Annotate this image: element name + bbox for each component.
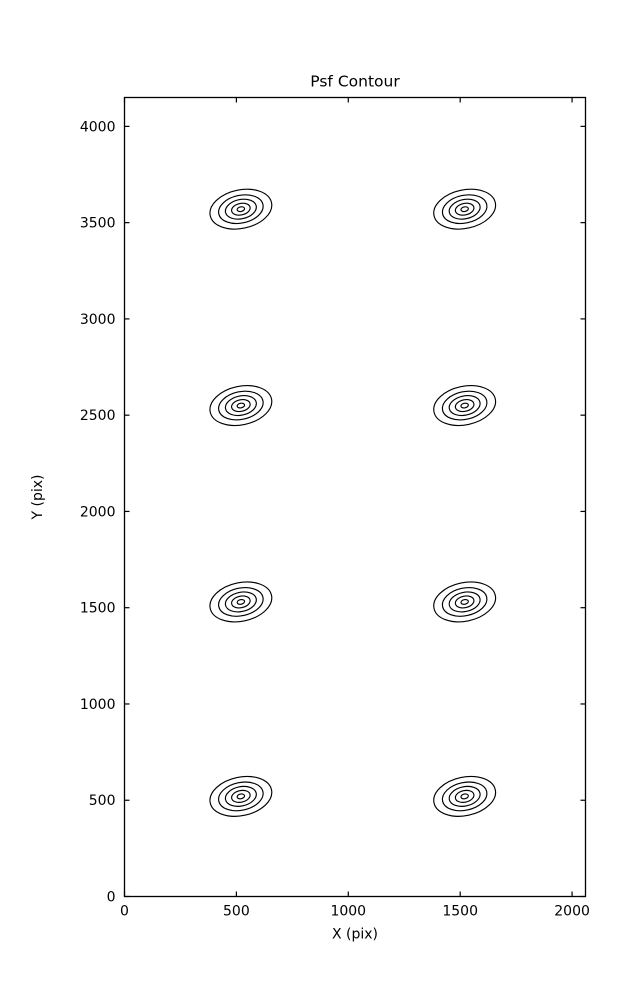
psf-contour-level xyxy=(448,395,481,417)
psf-contour-level xyxy=(441,781,488,812)
psf-contour-level xyxy=(209,775,273,817)
x-tick-label: 1000 xyxy=(330,904,366,920)
y-tick-label: 500 xyxy=(89,793,116,809)
psf-blob xyxy=(209,385,273,427)
y-tick-label: 2500 xyxy=(80,408,116,424)
psf-contour-level xyxy=(460,402,469,409)
y-tick-label: 0 xyxy=(107,890,116,906)
psf-blob xyxy=(209,775,273,817)
x-tick-label: 1500 xyxy=(442,904,478,920)
psf-blob xyxy=(433,775,497,817)
psf-contour-group xyxy=(209,188,497,817)
psf-blob xyxy=(209,581,273,623)
psf-contour-level xyxy=(460,793,469,800)
x-tick-label: 0 xyxy=(120,904,129,920)
psf-contour-level xyxy=(460,598,469,605)
psf-contour-level xyxy=(224,591,257,613)
psf-contour-level xyxy=(433,188,497,230)
psf-contour-level xyxy=(441,390,488,421)
psf-blob xyxy=(433,581,497,623)
psf-contour-level xyxy=(218,194,264,225)
psf-contour-level xyxy=(236,598,246,605)
psf-blob xyxy=(209,188,273,230)
y-axis-label: Y (pix) xyxy=(30,475,46,521)
psf-contour-level xyxy=(209,581,273,623)
psf-contour-level xyxy=(231,789,251,803)
psf-contour-level xyxy=(454,398,475,413)
psf-contour-level xyxy=(218,390,264,421)
psf-contour-level xyxy=(448,785,481,807)
psf-blob xyxy=(433,385,497,427)
psf-contour-level xyxy=(231,595,251,609)
psf-contour-level xyxy=(224,395,257,417)
psf-contour-level xyxy=(441,194,488,225)
psf-contour-level xyxy=(433,775,497,817)
psf-contour-level xyxy=(224,785,257,807)
psf-contour-level xyxy=(448,591,481,613)
psf-contour-level xyxy=(231,202,251,216)
psf-contour-level xyxy=(448,198,481,220)
psf-contour-level xyxy=(236,402,246,409)
psf-contour-level xyxy=(454,789,475,803)
chart-title: Psf Contour xyxy=(310,73,400,91)
psf-contour-level xyxy=(236,793,246,800)
psf-contour-level xyxy=(231,398,251,413)
psf-contour-level xyxy=(433,581,497,623)
y-tick-label: 4000 xyxy=(80,119,116,135)
psf-contour-level xyxy=(236,206,246,213)
psf-contour-level xyxy=(209,188,273,230)
psf-contour-level xyxy=(218,587,264,617)
psf-contour-level xyxy=(433,385,497,427)
psf-contour-level xyxy=(209,385,273,427)
y-tick-label: 1500 xyxy=(80,601,116,617)
plot-frame xyxy=(123,96,587,898)
psf-contour-level xyxy=(224,198,257,220)
psf-contour-level xyxy=(454,595,475,609)
y-tick-label: 3000 xyxy=(80,312,116,328)
psf-contour-level xyxy=(454,202,475,216)
y-tick-label: 3500 xyxy=(80,216,116,232)
psf-contour-level xyxy=(441,587,488,617)
psf-contour-level xyxy=(218,781,264,812)
psf-contour-level xyxy=(460,206,469,213)
y-tick-label: 2000 xyxy=(80,504,116,520)
x-axis-label: X (pix) xyxy=(332,927,378,943)
x-tick-label: 500 xyxy=(223,904,250,920)
y-tick-label: 1000 xyxy=(80,697,116,713)
psf-blob xyxy=(433,188,497,230)
x-tick-label: 2000 xyxy=(554,904,590,920)
